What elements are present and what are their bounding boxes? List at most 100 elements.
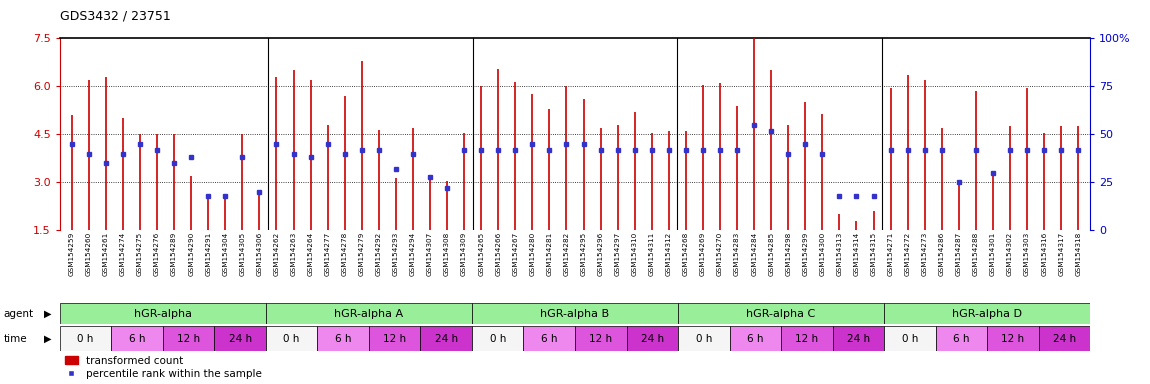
Bar: [472, 326, 523, 351]
Text: GSM154263: GSM154263: [291, 232, 297, 276]
Text: GSM154270: GSM154270: [716, 232, 723, 276]
Bar: [421, 326, 471, 351]
Text: hGR-alpha D: hGR-alpha D: [952, 309, 1022, 319]
Text: 6 h: 6 h: [129, 334, 145, 344]
Text: hGR-alpha B: hGR-alpha B: [540, 309, 610, 319]
Text: GSM154290: GSM154290: [189, 232, 194, 276]
Bar: [163, 326, 214, 351]
Text: GSM154309: GSM154309: [461, 232, 467, 276]
Text: 12 h: 12 h: [796, 334, 819, 344]
Text: 24 h: 24 h: [846, 334, 869, 344]
Bar: [214, 326, 266, 351]
Text: GSM154281: GSM154281: [546, 232, 552, 276]
Text: GSM154265: GSM154265: [478, 232, 484, 276]
Text: GSM154274: GSM154274: [120, 232, 125, 276]
Text: GSM154317: GSM154317: [1058, 232, 1064, 276]
Bar: [317, 326, 369, 351]
Text: GSM154315: GSM154315: [871, 232, 876, 276]
Text: GDS3432 / 23751: GDS3432 / 23751: [60, 10, 170, 23]
Text: agent: agent: [3, 309, 33, 319]
Bar: [833, 326, 884, 351]
Text: GSM154283: GSM154283: [734, 232, 741, 276]
Legend: transformed count, percentile rank within the sample: transformed count, percentile rank withi…: [66, 356, 262, 379]
Bar: [112, 326, 163, 351]
Text: GSM154262: GSM154262: [274, 232, 279, 276]
Text: GSM154291: GSM154291: [205, 232, 212, 276]
Text: GSM154285: GSM154285: [768, 232, 774, 276]
Bar: [936, 326, 987, 351]
Text: GSM154297: GSM154297: [614, 232, 621, 276]
Text: GSM154272: GSM154272: [905, 232, 911, 276]
Text: 12 h: 12 h: [589, 334, 612, 344]
Text: 0 h: 0 h: [283, 334, 300, 344]
Text: 0 h: 0 h: [902, 334, 918, 344]
Text: hGR-alpha A: hGR-alpha A: [335, 309, 404, 319]
Text: GSM154293: GSM154293: [393, 232, 399, 276]
Text: GSM154267: GSM154267: [512, 232, 519, 276]
Text: GSM154302: GSM154302: [1007, 232, 1013, 276]
Text: GSM154278: GSM154278: [342, 232, 347, 276]
Text: GSM154289: GSM154289: [171, 232, 177, 276]
Text: 12 h: 12 h: [1002, 334, 1025, 344]
Bar: [781, 326, 833, 351]
Bar: [1038, 326, 1090, 351]
Text: GSM154275: GSM154275: [137, 232, 143, 276]
Text: GSM154292: GSM154292: [376, 232, 382, 276]
Text: GSM154295: GSM154295: [581, 232, 586, 276]
Text: GSM154306: GSM154306: [256, 232, 262, 276]
Text: GSM154271: GSM154271: [888, 232, 894, 276]
Text: hGR-alpha: hGR-alpha: [133, 309, 192, 319]
Text: GSM154298: GSM154298: [785, 232, 791, 276]
Text: GSM154296: GSM154296: [598, 232, 604, 276]
Text: 0 h: 0 h: [490, 334, 506, 344]
Text: GSM154276: GSM154276: [154, 232, 160, 276]
Text: GSM154264: GSM154264: [307, 232, 314, 276]
Bar: [266, 326, 317, 351]
Text: GSM154311: GSM154311: [649, 232, 654, 276]
Text: 6 h: 6 h: [540, 334, 558, 344]
Text: GSM154318: GSM154318: [1075, 232, 1081, 276]
Text: time: time: [3, 334, 28, 344]
Text: GSM154294: GSM154294: [409, 232, 416, 276]
Text: GSM154261: GSM154261: [102, 232, 109, 276]
Text: 6 h: 6 h: [953, 334, 969, 344]
Text: GSM154303: GSM154303: [1025, 232, 1030, 276]
Text: GSM154312: GSM154312: [666, 232, 672, 276]
Text: 24 h: 24 h: [1053, 334, 1076, 344]
Text: GSM154273: GSM154273: [921, 232, 928, 276]
Bar: [369, 326, 421, 351]
Bar: [60, 303, 266, 324]
Bar: [266, 303, 472, 324]
Text: GSM154308: GSM154308: [444, 232, 450, 276]
Bar: [884, 326, 936, 351]
Text: ▶: ▶: [44, 309, 52, 319]
Text: GSM154313: GSM154313: [836, 232, 843, 276]
Text: GSM154259: GSM154259: [69, 232, 75, 276]
Text: GSM154314: GSM154314: [853, 232, 859, 276]
Bar: [60, 326, 112, 351]
Text: GSM154284: GSM154284: [751, 232, 757, 276]
Bar: [575, 326, 627, 351]
Bar: [472, 303, 678, 324]
Text: 24 h: 24 h: [641, 334, 664, 344]
Text: GSM154316: GSM154316: [1041, 232, 1048, 276]
Text: 12 h: 12 h: [383, 334, 406, 344]
Text: GSM154279: GSM154279: [359, 232, 365, 276]
Bar: [627, 326, 678, 351]
Text: GSM154288: GSM154288: [973, 232, 979, 276]
Text: 0 h: 0 h: [696, 334, 712, 344]
Text: 0 h: 0 h: [77, 334, 94, 344]
Text: GSM154280: GSM154280: [529, 232, 536, 276]
Bar: [523, 326, 575, 351]
Text: GSM154305: GSM154305: [239, 232, 245, 276]
Text: GSM154269: GSM154269: [700, 232, 706, 276]
Bar: [884, 303, 1090, 324]
Text: GSM154299: GSM154299: [803, 232, 808, 276]
Text: GSM154301: GSM154301: [990, 232, 996, 276]
Text: 24 h: 24 h: [435, 334, 458, 344]
Text: 6 h: 6 h: [335, 334, 352, 344]
Text: GSM154300: GSM154300: [819, 232, 826, 276]
Bar: [678, 303, 884, 324]
Text: GSM154277: GSM154277: [324, 232, 331, 276]
Text: GSM154268: GSM154268: [683, 232, 689, 276]
